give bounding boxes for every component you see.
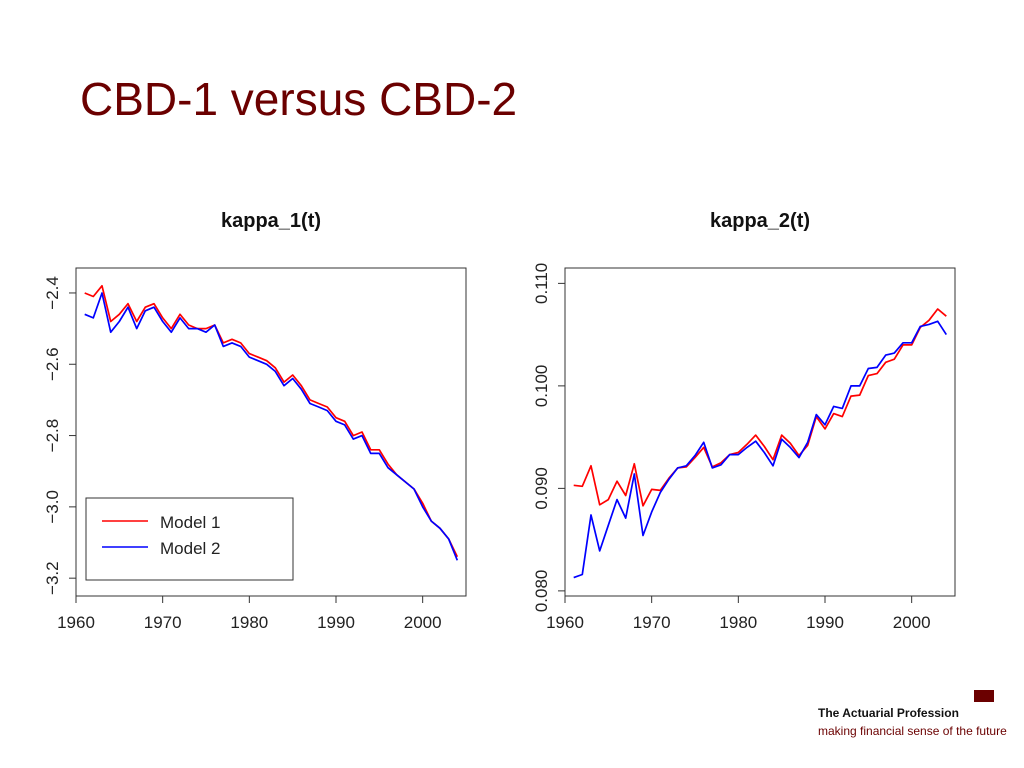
plot-frame: [564, 267, 956, 597]
series-line-model-1: [573, 308, 947, 507]
x-tick-label: 1960: [57, 613, 95, 632]
axes: 1960 1970 1980 1990 2000 −2.4 −2.6 −2.8 −3.0 −3.2: [43, 276, 442, 632]
x-tick-label: 1990: [806, 613, 844, 632]
legend-label-model-2: Model 2: [160, 539, 220, 558]
footer: The Actuarial Profession making financia…: [818, 690, 1007, 742]
y-tick-label: 0.110: [532, 263, 551, 304]
y-tick-label: −2.8: [43, 419, 62, 453]
y-tick-label: −3.0: [43, 490, 62, 524]
y-tick-label: −2.6: [43, 347, 62, 381]
series-lines: [84, 284, 459, 561]
series-line-model-2: [84, 292, 459, 561]
y-tick-label: 0.080: [532, 570, 551, 613]
legend-label-model-1: Model 1: [160, 513, 220, 532]
x-tick-label: 1970: [633, 613, 671, 632]
axes: 1960 1970 1980 1990 2000 0.080 0.090 0.100 0.110: [532, 263, 931, 632]
footer-org: The Actuarial Profession: [818, 706, 959, 720]
actuarial-profession-logo: [974, 690, 994, 702]
chart-title: kappa_1(t): [221, 210, 321, 232]
x-tick-label: 1960: [546, 613, 584, 632]
plot-frame: [75, 267, 467, 597]
footer-tagline: making financial sense of the future: [818, 724, 1007, 738]
y-tick-label: 0.090: [532, 467, 551, 510]
chart-title: kappa_2(t): [710, 210, 810, 232]
x-tick-label: 1980: [719, 613, 757, 632]
kappa2-chart: kappa_2(t) 1960 1970 1980 1990 2000 0.080 0.09…: [532, 210, 956, 632]
legend: Model 1 Model 2: [85, 497, 294, 581]
x-tick-label: 1990: [317, 613, 355, 632]
x-tick-label: 1980: [230, 613, 268, 632]
series-line-model-2: [573, 320, 948, 579]
x-tick-label: 1970: [144, 613, 182, 632]
series-lines: [573, 308, 948, 579]
y-tick-label: −3.2: [43, 561, 62, 595]
page-title: CBD-1 versus CBD-2: [80, 73, 518, 125]
x-tick-label: 2000: [404, 613, 442, 632]
y-tick-label: 0.100: [532, 365, 551, 408]
y-tick-label: −2.4: [43, 276, 62, 310]
legend-box: [85, 497, 294, 581]
kappa1-chart: kappa_1(t) 1960 1970 1980 1990 2000 −2.4 −2.6 −…: [43, 210, 467, 632]
x-tick-label: 2000: [893, 613, 931, 632]
